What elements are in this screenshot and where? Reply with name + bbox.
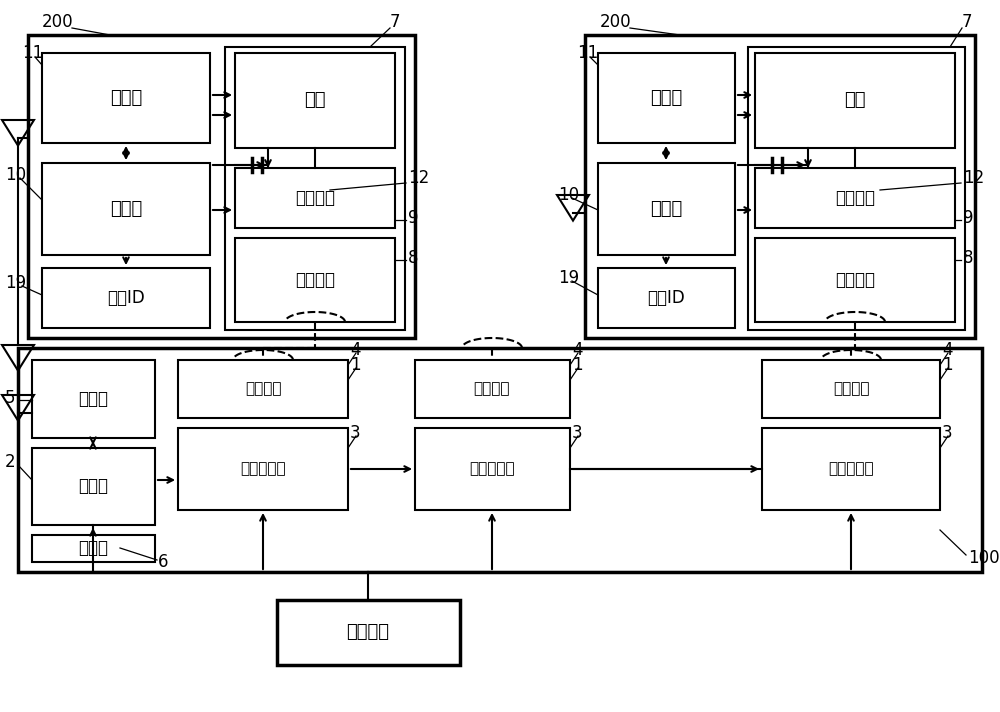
Bar bbox=[225, 47, 405, 330]
Text: 3: 3 bbox=[942, 424, 953, 442]
Text: 谐振电路: 谐振电路 bbox=[833, 382, 869, 397]
Bar bbox=[415, 360, 570, 418]
Bar bbox=[18, 348, 982, 572]
Bar bbox=[598, 268, 735, 328]
Text: 设备ID: 设备ID bbox=[107, 289, 145, 307]
Bar bbox=[28, 35, 415, 338]
Bar bbox=[32, 535, 155, 562]
Bar bbox=[277, 600, 460, 665]
Text: 谐振电路: 谐振电路 bbox=[245, 382, 281, 397]
Bar bbox=[42, 53, 210, 143]
Bar bbox=[235, 53, 395, 148]
Bar bbox=[42, 268, 210, 328]
Text: 谐振电路: 谐振电路 bbox=[835, 271, 875, 289]
Bar bbox=[762, 428, 940, 510]
Text: 高频电源部: 高频电源部 bbox=[240, 461, 286, 476]
Bar bbox=[178, 428, 348, 510]
Text: 1: 1 bbox=[350, 356, 361, 374]
Text: 高频电源部: 高频电源部 bbox=[469, 461, 515, 476]
Bar bbox=[598, 163, 735, 255]
Text: 负载: 负载 bbox=[304, 91, 326, 109]
Text: 存储部: 存储部 bbox=[78, 539, 108, 557]
Text: 控制部: 控制部 bbox=[650, 89, 682, 107]
Bar bbox=[32, 448, 155, 525]
Text: 7: 7 bbox=[390, 13, 400, 31]
Text: 12: 12 bbox=[408, 169, 429, 187]
Text: 10: 10 bbox=[558, 186, 579, 204]
Text: 通信部: 通信部 bbox=[110, 200, 142, 218]
Text: 100: 100 bbox=[968, 549, 1000, 567]
Text: 通信部: 通信部 bbox=[650, 200, 682, 218]
Text: 负载: 负载 bbox=[844, 91, 866, 109]
Text: 3: 3 bbox=[572, 424, 583, 442]
Text: 4: 4 bbox=[350, 341, 360, 359]
Text: 电源电路: 电源电路 bbox=[835, 189, 875, 207]
Bar bbox=[235, 168, 395, 228]
Text: 11: 11 bbox=[577, 44, 598, 62]
Text: 4: 4 bbox=[942, 341, 952, 359]
Text: 谐振电路: 谐振电路 bbox=[295, 271, 335, 289]
Text: 1: 1 bbox=[572, 356, 583, 374]
Text: 电源电路: 电源电路 bbox=[295, 189, 335, 207]
Text: 5: 5 bbox=[5, 389, 16, 407]
Bar bbox=[32, 360, 155, 438]
Text: 商用电源: 商用电源 bbox=[347, 623, 390, 641]
Bar bbox=[178, 360, 348, 418]
Text: 10: 10 bbox=[5, 166, 26, 184]
Text: 设备ID: 设备ID bbox=[647, 289, 685, 307]
Text: 9: 9 bbox=[408, 209, 418, 227]
Text: 2: 2 bbox=[5, 453, 16, 471]
Bar bbox=[42, 163, 210, 255]
Bar bbox=[415, 428, 570, 510]
Text: 通信部: 通信部 bbox=[78, 390, 108, 408]
Text: 7: 7 bbox=[962, 13, 972, 31]
Text: 谐振电路: 谐振电路 bbox=[474, 382, 510, 397]
Bar bbox=[762, 360, 940, 418]
Text: 1: 1 bbox=[942, 356, 953, 374]
Text: 4: 4 bbox=[572, 341, 582, 359]
Text: 11: 11 bbox=[22, 44, 43, 62]
Text: 8: 8 bbox=[408, 249, 418, 267]
Text: 3: 3 bbox=[350, 424, 361, 442]
Bar bbox=[755, 168, 955, 228]
Text: 6: 6 bbox=[158, 553, 168, 571]
Bar bbox=[755, 238, 955, 322]
Bar bbox=[748, 47, 965, 330]
Bar bbox=[598, 53, 735, 143]
Text: 19: 19 bbox=[558, 269, 579, 287]
Text: 控制部: 控制部 bbox=[78, 477, 108, 495]
Bar bbox=[585, 35, 975, 338]
Text: 高频电源部: 高频电源部 bbox=[828, 461, 874, 476]
Text: 200: 200 bbox=[42, 13, 74, 31]
Text: 19: 19 bbox=[5, 274, 26, 292]
Bar bbox=[755, 53, 955, 148]
Text: 控制部: 控制部 bbox=[110, 89, 142, 107]
Bar bbox=[235, 238, 395, 322]
Text: 12: 12 bbox=[963, 169, 984, 187]
Text: 9: 9 bbox=[963, 209, 974, 227]
Text: 200: 200 bbox=[600, 13, 632, 31]
Text: 8: 8 bbox=[963, 249, 974, 267]
